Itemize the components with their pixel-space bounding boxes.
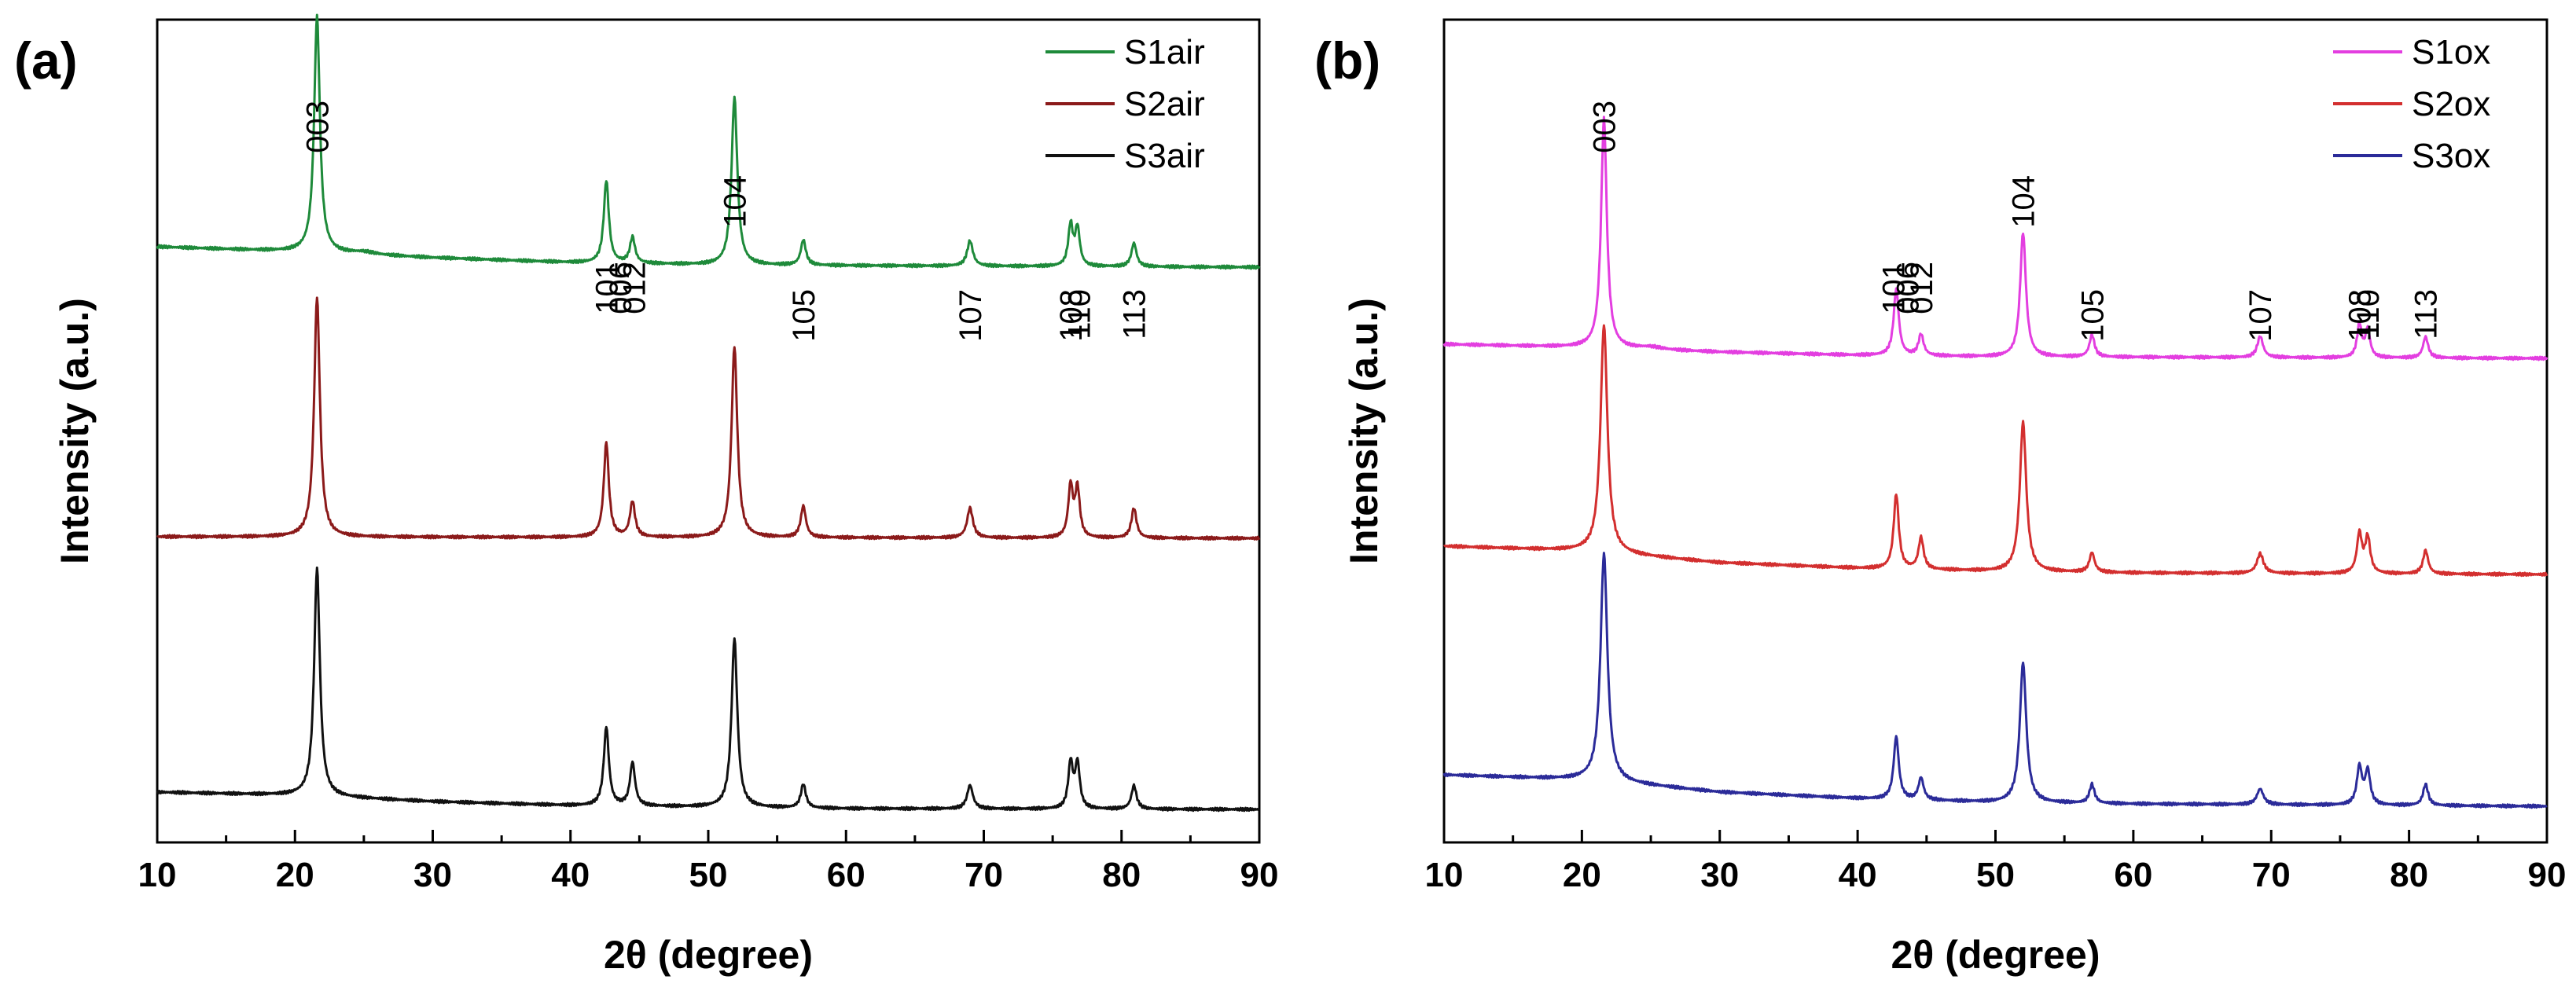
x-tick-label: 80 [1102, 856, 1141, 894]
x-tick-label: 40 [1839, 856, 1877, 894]
series-line-s2ox [1443, 324, 2548, 578]
peak-label: 113 [1118, 289, 1152, 339]
peak-label: 108 [2343, 289, 2377, 342]
legend-label: S3air [1124, 137, 1205, 175]
x-tick-label: 20 [276, 856, 314, 894]
x-axis-label: 2θ (degree) [604, 933, 813, 977]
y-axis-label: Intensity (a.u.) [53, 298, 97, 564]
y-axis-label: Intensity (a.u.) [1342, 298, 1386, 564]
x-tick-label: 50 [1976, 856, 2015, 894]
x-tick-label: 10 [138, 856, 177, 894]
peak-label: 101 [1877, 262, 1912, 314]
legend-label: S1air [1124, 33, 1205, 72]
series-line-s3ox [1442, 552, 2548, 809]
x-axis-label: 2θ (degree) [1891, 933, 2100, 977]
series-line-s1air [156, 13, 1261, 270]
peak-label: 012 [617, 262, 652, 314]
series-line-s1ox [1442, 116, 2548, 361]
peak-label: 003 [300, 101, 335, 153]
legend-label: S1ox [2412, 33, 2490, 72]
panel-label: (a) [14, 31, 78, 90]
x-tick-label: 60 [2114, 856, 2152, 894]
legend-label: S2air [1124, 85, 1205, 123]
series-line-s3air [156, 566, 1260, 813]
panel-a: (a) Intensity (a.u.) 2θ (degree) 10 20 30 40 50… [14, 13, 1279, 977]
peak-label: 110 [1062, 289, 1097, 339]
x-tick-label: 40 [551, 856, 590, 894]
x-tick-label: 90 [2528, 856, 2567, 894]
peak-label: 107 [2243, 289, 2278, 342]
x-tick-label: 30 [1700, 856, 1739, 894]
peak-label: 104 [718, 175, 752, 228]
peak-label: 006 [604, 262, 638, 314]
x-tick-label: 80 [2390, 856, 2428, 894]
x-tick-label: 70 [2252, 856, 2291, 894]
legend-label: S3ox [2412, 137, 2490, 175]
panel-label: (b) [1314, 31, 1380, 90]
peak-label: 003 [1587, 101, 1622, 153]
panel-b: (b) Intensity (a.u.) 2θ (degree) 10 20 30 40 50… [1314, 18, 2567, 977]
x-tick-label: 50 [689, 856, 728, 894]
x-tick-label: 20 [1563, 856, 1601, 894]
peak-label: 006 [1891, 262, 1925, 314]
peak-label: 105 [787, 289, 821, 342]
x-tick-label: 60 [827, 856, 865, 894]
peak-label: 101 [590, 262, 624, 314]
peak-label: 012 [1905, 262, 1939, 314]
peak-label: 107 [954, 289, 988, 342]
peak-label: 108 [1054, 289, 1089, 342]
x-tick-label: 30 [413, 856, 452, 894]
x-tick-label: 10 [1425, 856, 1464, 894]
x-tick-label: 90 [1240, 856, 1279, 894]
peak-label: 105 [2075, 289, 2110, 342]
x-tick-label: 70 [965, 856, 1003, 894]
peak-label: 113 [2409, 289, 2444, 339]
peak-label: 104 [2007, 175, 2041, 228]
peak-label: 110 [2351, 289, 2386, 339]
series-line-s2air [156, 296, 1261, 541]
legend-label: S2ox [2412, 85, 2490, 123]
